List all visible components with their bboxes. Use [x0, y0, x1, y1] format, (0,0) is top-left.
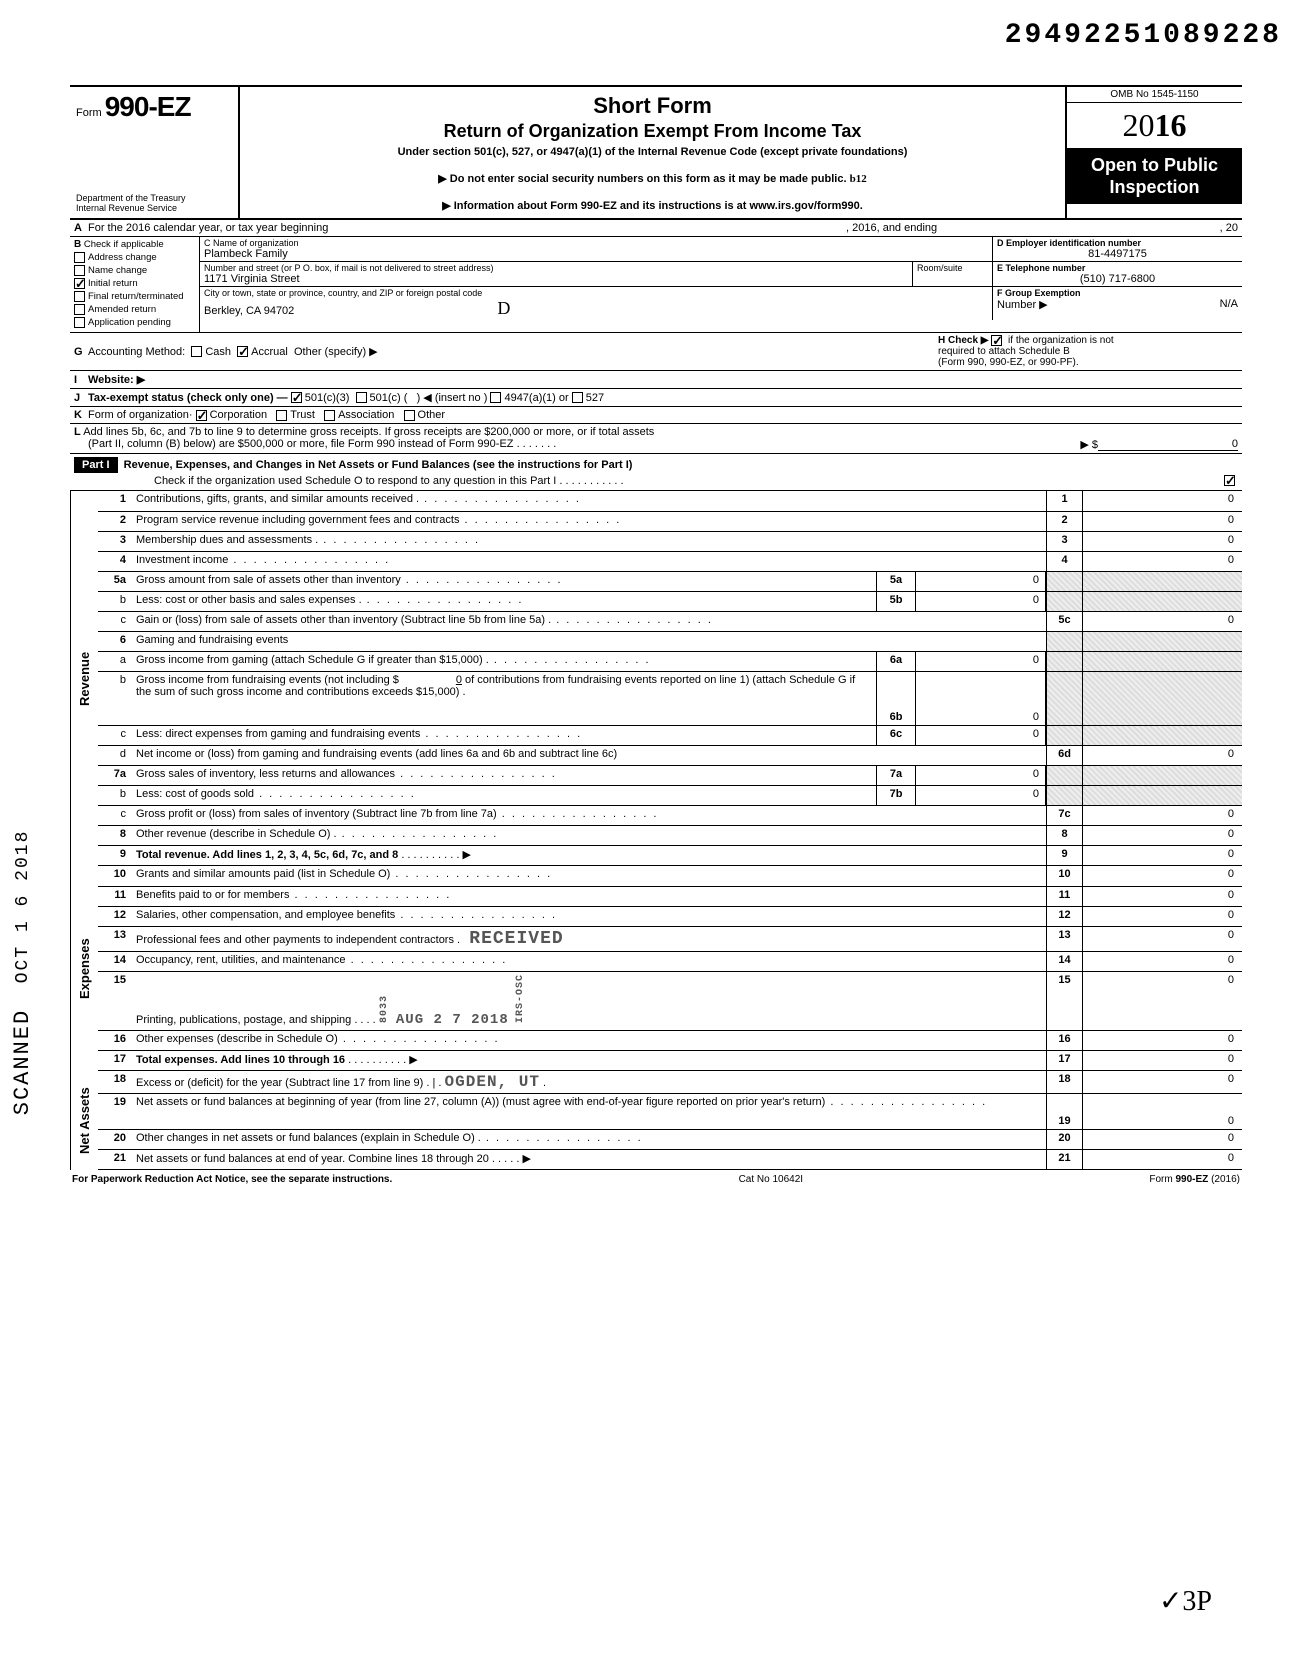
row-h: H Check ▶ if the organization is not req… — [938, 335, 1238, 368]
revenue-grid: 1Contributions, gifts, grants, and simil… — [98, 491, 1242, 866]
irs-osc-stamp: IRS-OSC — [515, 974, 526, 1023]
side-netassets: Net Assets — [70, 1071, 98, 1170]
entity-info-block: B Check if applicable Address change Nam… — [70, 237, 1242, 333]
tax-year: 2016 — [1067, 103, 1242, 149]
chk-schedule-o[interactable] — [1224, 475, 1235, 486]
label-ein: D Employer identification number — [997, 238, 1238, 248]
title-short-form: Short Form — [250, 93, 1055, 119]
chk-association[interactable] — [324, 410, 335, 421]
group-exemption: Number ▶ N/A — [997, 298, 1238, 311]
form-label: Form 990-EZ — [76, 107, 191, 119]
row-l-gross-receipts: L Add lines 5b, 6c, and 7b to line 9 to … — [70, 424, 1242, 454]
omb-number: OMB No 1545-1150 — [1067, 87, 1242, 103]
org-name: Plambeck Family — [204, 248, 988, 260]
initial-stamp: D — [497, 298, 510, 318]
street: 1171 Virginia Street — [204, 273, 908, 285]
label-group-exemption: F Group Exemption — [997, 288, 1238, 298]
chk-corporation[interactable] — [196, 410, 207, 421]
side-revenue: Revenue — [70, 491, 98, 866]
chk-application-pending[interactable]: Application pending — [74, 317, 195, 328]
signature: ✓3P — [1159, 1584, 1212, 1618]
netassets-grid: 18Excess or (deficit) for the year (Subt… — [98, 1071, 1242, 1170]
label-city: City or town, state or province, country… — [204, 288, 988, 298]
expenses-grid: 10Grants and similar amounts paid (list … — [98, 866, 1242, 1071]
chk-trust[interactable] — [276, 410, 287, 421]
row-j-tax-status: J Tax-exempt status (check only one) — 5… — [70, 389, 1242, 407]
document-locator-number: 29492251089228 — [1005, 20, 1282, 51]
chk-name-change[interactable]: Name change — [74, 265, 195, 276]
chk-accrual[interactable] — [237, 346, 248, 357]
chk-501c3[interactable] — [291, 392, 302, 403]
ogden-stamp: OGDEN, UT — [445, 1073, 540, 1091]
ssn-warning: ▶ Do not enter social security numbers o… — [250, 172, 1055, 185]
chk-527[interactable] — [572, 392, 583, 403]
row-k-form-org: K Form of organization· Corporation Trus… — [70, 407, 1242, 424]
received-stamp: RECEIVED — [469, 929, 563, 949]
phone: (510) 717-6800 — [997, 273, 1238, 285]
row-i-website: I Website: ▶ — [70, 371, 1242, 389]
chk-initial-return[interactable]: Initial return — [74, 278, 195, 289]
chk-final-return[interactable]: Final return/terminated — [74, 291, 195, 302]
form-header: Form 990-EZ Department of the Treasury I… — [70, 85, 1242, 220]
open-to-public: Open to Public Inspection — [1067, 149, 1242, 204]
scanned-stamp: SCANNED OCT 1 6 2018 — [10, 830, 35, 1115]
chk-amended-return[interactable]: Amended return — [74, 304, 195, 315]
room-suite: Room/suite — [912, 262, 992, 286]
info-url: ▶ Information about Form 990-EZ and its … — [250, 199, 1055, 212]
city: Berkley, CA 94702 D — [204, 298, 988, 319]
footer: For Paperwork Reduction Act Notice, see … — [70, 1170, 1242, 1189]
ein: 81-4497175 — [997, 248, 1238, 260]
part1-header: Part I Revenue, Expenses, and Changes in… — [70, 454, 1242, 491]
title-return: Return of Organization Exempt From Incom… — [250, 121, 1055, 142]
chk-cash[interactable] — [191, 346, 202, 357]
subtitle: Under section 501(c), 527, or 4947(a)(1)… — [250, 146, 1055, 158]
code-stamp: 8033 — [379, 995, 390, 1023]
chk-other-org[interactable] — [404, 410, 415, 421]
dept-treasury: Department of the Treasury Internal Reve… — [76, 194, 232, 214]
handwritten-note: b12 — [850, 173, 867, 185]
side-expenses: Expenses — [70, 866, 98, 1071]
chk-address-change[interactable]: Address change — [74, 252, 195, 263]
label-org-name: C Name of organization — [204, 238, 988, 248]
label-street: Number and street (or P O. box, if mail … — [204, 263, 908, 273]
row-g-accounting: G Accounting Method: Cash Accrual Other … — [70, 333, 1242, 371]
chk-sched-b[interactable] — [991, 335, 1002, 346]
aug-stamp: AUG 2 7 2018 — [396, 1012, 509, 1028]
chk-501c[interactable] — [356, 392, 367, 403]
chk-4947[interactable] — [490, 392, 501, 403]
row-a-tax-year: A For the 2016 calendar year, or tax yea… — [70, 220, 1242, 237]
label-phone: E Telephone number — [997, 263, 1238, 273]
col-b-checkboxes: B Check if applicable Address change Nam… — [70, 237, 200, 332]
